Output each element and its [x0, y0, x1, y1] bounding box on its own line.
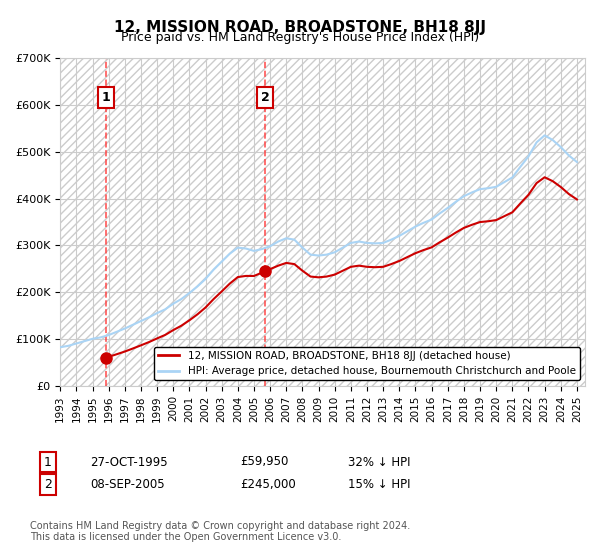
- Text: 12, MISSION ROAD, BROADSTONE, BH18 8JJ: 12, MISSION ROAD, BROADSTONE, BH18 8JJ: [114, 20, 486, 35]
- Text: £59,950: £59,950: [240, 455, 289, 469]
- Text: 2: 2: [44, 478, 52, 491]
- Text: £245,000: £245,000: [240, 478, 296, 491]
- Text: 08-SEP-2005: 08-SEP-2005: [90, 478, 164, 491]
- Text: 1: 1: [44, 455, 52, 469]
- Text: 27-OCT-1995: 27-OCT-1995: [90, 455, 167, 469]
- Text: Contains HM Land Registry data © Crown copyright and database right 2024.
This d: Contains HM Land Registry data © Crown c…: [30, 521, 410, 543]
- Text: 15% ↓ HPI: 15% ↓ HPI: [348, 478, 410, 491]
- Legend: 12, MISSION ROAD, BROADSTONE, BH18 8JJ (detached house), HPI: Average price, det: 12, MISSION ROAD, BROADSTONE, BH18 8JJ (…: [154, 347, 580, 380]
- Text: Price paid vs. HM Land Registry's House Price Index (HPI): Price paid vs. HM Land Registry's House …: [121, 31, 479, 44]
- Text: 1: 1: [101, 91, 110, 104]
- Text: 2: 2: [261, 91, 269, 104]
- Text: 32% ↓ HPI: 32% ↓ HPI: [348, 455, 410, 469]
